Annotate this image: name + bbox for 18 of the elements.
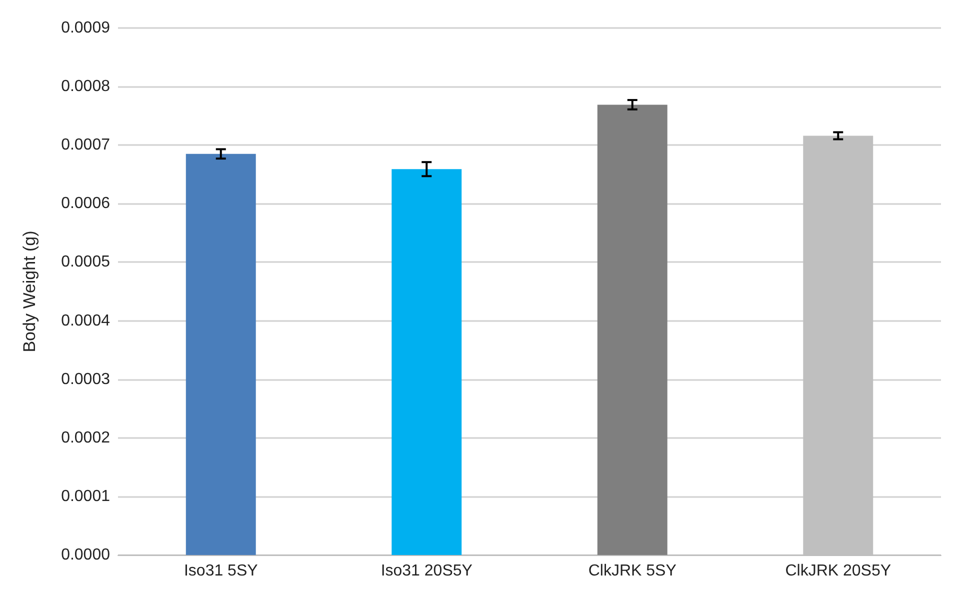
y-tick-label: 0.0007 (61, 136, 110, 154)
x-tick-label: Iso31 5SY (184, 562, 258, 580)
y-tick-label: 0.0002 (61, 429, 110, 446)
y-tick-label: 0.0009 (61, 20, 110, 36)
x-tick-label: ClkJRK 20S5Y (785, 562, 892, 580)
y-tick-label: 0.0006 (61, 195, 110, 212)
y-axis-title: Body Weight (g) (20, 230, 39, 352)
x-tick-label: Iso31 20S5Y (380, 562, 473, 580)
y-tick-label: 0.0004 (61, 312, 110, 330)
bar (186, 154, 256, 555)
y-tick-label: 0.0001 (61, 488, 110, 505)
bar (597, 104, 668, 555)
y-tick-label: 0.0003 (61, 370, 110, 388)
y-tick-label: 0.0000 (61, 546, 110, 564)
y-tick-label: 0.0008 (61, 78, 110, 96)
y-tick-label: 0.0005 (61, 254, 110, 271)
bar (392, 169, 462, 555)
x-tick-label: ClkJRK 5SY (588, 562, 677, 580)
